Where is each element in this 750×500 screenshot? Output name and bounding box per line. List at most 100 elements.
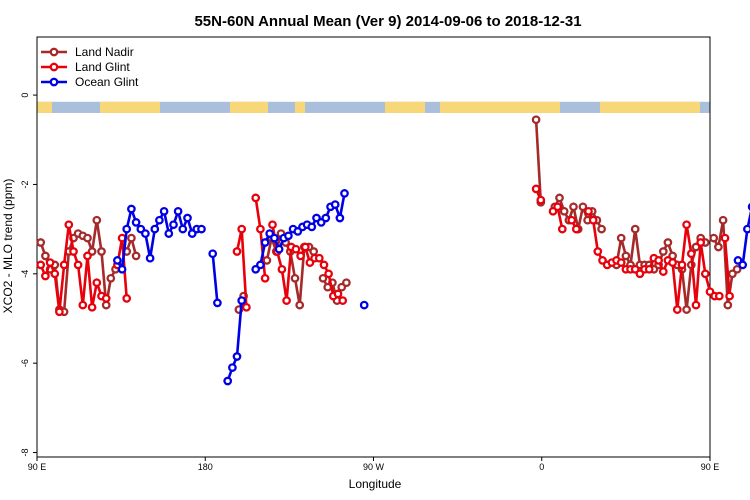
land-nadir-point xyxy=(630,224,640,234)
land-nadir-point xyxy=(578,202,588,212)
land-nadir-point xyxy=(621,251,631,261)
land-nadir-point xyxy=(663,238,673,247)
land-glint-point xyxy=(101,294,111,303)
ocean-glint-point xyxy=(335,213,345,223)
land-nadir-point xyxy=(682,305,691,314)
x-axis: 90 E 180 90 W 0 90 E xyxy=(28,457,720,472)
x-tick-label: 180 xyxy=(198,462,213,472)
land-glint-point xyxy=(73,260,83,270)
ocean-glint-point xyxy=(232,352,242,361)
land-glint-point xyxy=(41,271,50,281)
ocean-glint-point xyxy=(307,222,317,232)
ocean-glint-line xyxy=(737,210,750,268)
land-nadir-point xyxy=(309,247,319,256)
ocean-glint-point xyxy=(223,376,233,386)
land-glint-point xyxy=(319,260,329,270)
legend-marker xyxy=(49,47,59,57)
land-nadir-point xyxy=(555,193,564,203)
ocean-glint-point xyxy=(197,224,206,234)
legend-item-ocean-glint: Ocean Glint xyxy=(41,75,139,89)
land-nadir-point xyxy=(106,273,116,283)
land-nadir-point xyxy=(531,115,541,125)
land-glint-point xyxy=(87,302,97,312)
land-nadir-point xyxy=(41,251,50,261)
y-tick-label: -8 xyxy=(20,449,30,457)
land-glint-point xyxy=(50,269,60,279)
land-glint-point xyxy=(314,253,324,263)
land-glint-point xyxy=(677,260,687,270)
ocean-glint-point xyxy=(340,189,349,198)
ocean-glint-point xyxy=(321,213,331,223)
land-glint-point xyxy=(571,224,581,234)
x-tick-label: 0 xyxy=(539,462,544,472)
land-glint-point xyxy=(268,220,277,230)
land-glint-point xyxy=(260,273,270,283)
land-glint-point xyxy=(696,238,706,247)
land-glint-line xyxy=(271,224,344,302)
x-tick-label: 90 E xyxy=(28,462,47,472)
legend-item-land-nadir: Land Nadir xyxy=(41,45,134,59)
land-glint-point xyxy=(291,244,301,254)
land-glint-point xyxy=(616,258,626,267)
ocean-glint-point xyxy=(213,298,222,308)
land-glint-point xyxy=(536,195,546,205)
land-glint-point xyxy=(232,247,242,256)
land-glint-point xyxy=(553,202,562,212)
series-ocean-glint xyxy=(113,189,750,386)
land-glint-point xyxy=(686,249,696,259)
land-glint-point xyxy=(658,267,668,276)
land-glint-point xyxy=(654,256,663,265)
plot-area xyxy=(36,36,711,458)
legend-marker xyxy=(49,77,59,87)
ocean-glint-point xyxy=(164,229,174,238)
ocean-glint-line xyxy=(211,253,219,304)
land-nadir-point xyxy=(658,247,668,256)
land-glint-point xyxy=(300,242,310,252)
land-nadir-point xyxy=(718,215,728,225)
land-patch xyxy=(100,101,160,113)
land-patch xyxy=(37,101,52,113)
x-tick-label: 90 W xyxy=(363,462,385,472)
chart-title: 55N-60N Annual Mean (Ver 9) 2014-09-06 t… xyxy=(194,13,581,30)
land-glint-point xyxy=(644,264,654,274)
ocean-glint-point xyxy=(270,233,279,243)
land-glint-point xyxy=(531,184,541,194)
land-nadir-point xyxy=(83,233,92,243)
ocean-glint-point xyxy=(738,260,748,270)
ocean-glint-point xyxy=(173,206,183,216)
land-glint-point xyxy=(282,296,291,305)
land-nadir-point xyxy=(732,264,742,274)
ocean-glint-point xyxy=(228,363,237,372)
land-glint-point xyxy=(55,307,64,317)
ocean-glint-point xyxy=(330,200,340,209)
y-tick-label: -2 xyxy=(20,180,30,188)
land-nadir-point xyxy=(92,215,102,225)
ocean-glint-point xyxy=(260,238,270,247)
land-glint-point xyxy=(672,305,682,314)
series-layer xyxy=(36,115,750,386)
legend-label: Land Glint xyxy=(75,60,130,74)
land-glint-point xyxy=(333,289,343,299)
ocean-glint-point xyxy=(117,264,127,274)
land-nadir-point xyxy=(290,273,300,283)
ocean-band xyxy=(37,101,710,113)
land-nadir-point xyxy=(295,300,305,310)
land-glint-point xyxy=(242,302,251,312)
ocean-glint-point xyxy=(145,253,155,263)
land-patch xyxy=(440,101,560,113)
x-tick-label: 90 E xyxy=(701,462,720,472)
land-nadir-point xyxy=(714,242,723,252)
ocean-glint-point xyxy=(208,249,218,259)
ocean-glint-line xyxy=(226,300,243,382)
ocean-glint-point xyxy=(169,220,178,230)
land-glint-point xyxy=(338,296,348,305)
ocean-glint-point xyxy=(150,224,160,234)
land-nadir-point xyxy=(723,300,733,310)
land-glint-point xyxy=(725,291,734,301)
ocean-glint-point xyxy=(159,206,169,216)
land-nadir-point xyxy=(36,238,46,247)
land-patch xyxy=(230,101,268,113)
land-glint-point xyxy=(83,251,92,261)
